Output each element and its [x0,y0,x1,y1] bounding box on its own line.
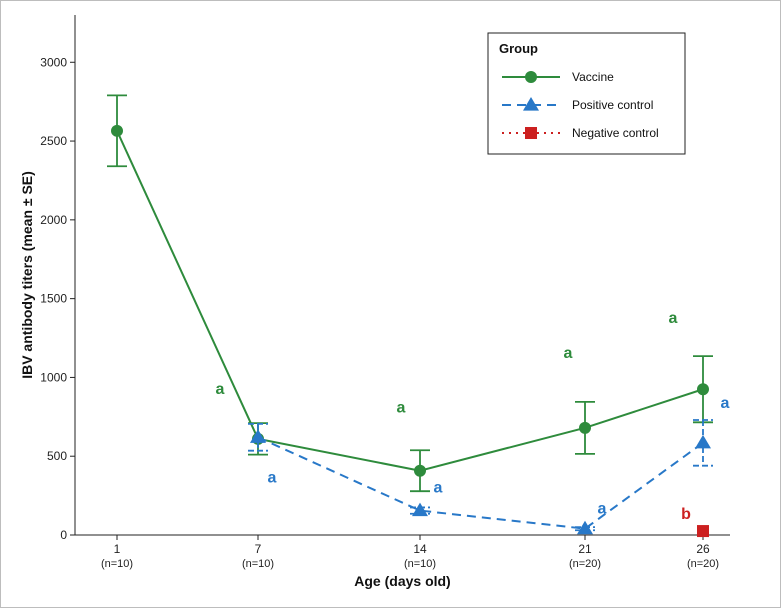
legend-label: Positive control [572,98,653,112]
data-point [111,124,123,137]
series-positive-control [248,419,713,535]
significance-letter: a [564,345,573,362]
y-tick-label: 1000 [40,370,67,384]
data-point [414,464,426,477]
significance-letter: a [721,395,730,412]
y-tick-label: 500 [47,449,67,463]
series-line [116,130,704,472]
x-tick-sublabel: (n=10) [404,558,436,570]
legend-item: Positive control [502,97,653,112]
series-negative-control [697,525,709,538]
data-point [697,383,709,396]
series-line [257,436,704,530]
x-tick-label: 26 [696,542,710,556]
x-tick-sublabel: (n=20) [569,558,601,570]
y-tick-label: 3000 [40,55,67,69]
legend-title: Group [499,41,538,56]
data-point [412,502,428,517]
data-point [250,429,266,443]
x-axis-ticks: 1 (n=10) 7 (n=10) 14 (n=10) 21 (n=20) 26 (n=20) [101,535,719,570]
x-axis-title: Age (days old) [354,573,450,589]
x-tick-sublabel: (n=10) [242,558,274,570]
axes [74,15,730,536]
x-tick-label: 14 [413,542,427,556]
legend-label: Negative control [572,126,659,140]
legend-label: Vaccine [572,70,614,84]
legend-marker [523,97,539,111]
y-tick-label: 2000 [40,213,67,227]
legend-marker [525,71,537,83]
significance-letter: a [268,469,277,486]
x-tick-sublabel: (n=20) [687,558,719,570]
y-axis-title: IBV antibody titers (mean ± SE) [19,171,35,379]
legend-box [487,32,686,155]
x-tick-label: 21 [578,542,592,556]
data-point [577,520,593,535]
series-layer [107,94,713,538]
significance-letter: a [598,501,607,518]
legend-items: Vaccine Positive control Negative control [502,70,659,140]
legend-marker [525,127,537,139]
legend-item: Vaccine [502,70,614,84]
x-tick-label: 7 [255,542,262,556]
significance-letter: a [397,400,406,417]
significance-letter: a [669,310,678,327]
y-tick-label: 1500 [40,292,67,306]
series-vaccine [107,94,713,493]
x-tick-label: 1 [114,542,121,556]
significance-letter: a [216,381,225,398]
y-tick-label: 2500 [40,134,67,148]
x-tick-sublabel: (n=10) [101,558,133,570]
data-point [697,525,709,538]
significance-labels: a a a a a a a a b [216,310,730,523]
legend: Group Vaccine Positive control Negative co… [487,32,686,155]
data-point [579,421,591,434]
data-point [695,434,711,449]
y-tick-label: 0 [60,528,67,542]
y-axis-ticks: 0 500 1000 1500 2000 2500 3000 [40,55,75,542]
significance-letter: a [434,480,443,497]
significance-letter: b [681,506,691,523]
legend-item: Negative control [502,126,659,140]
